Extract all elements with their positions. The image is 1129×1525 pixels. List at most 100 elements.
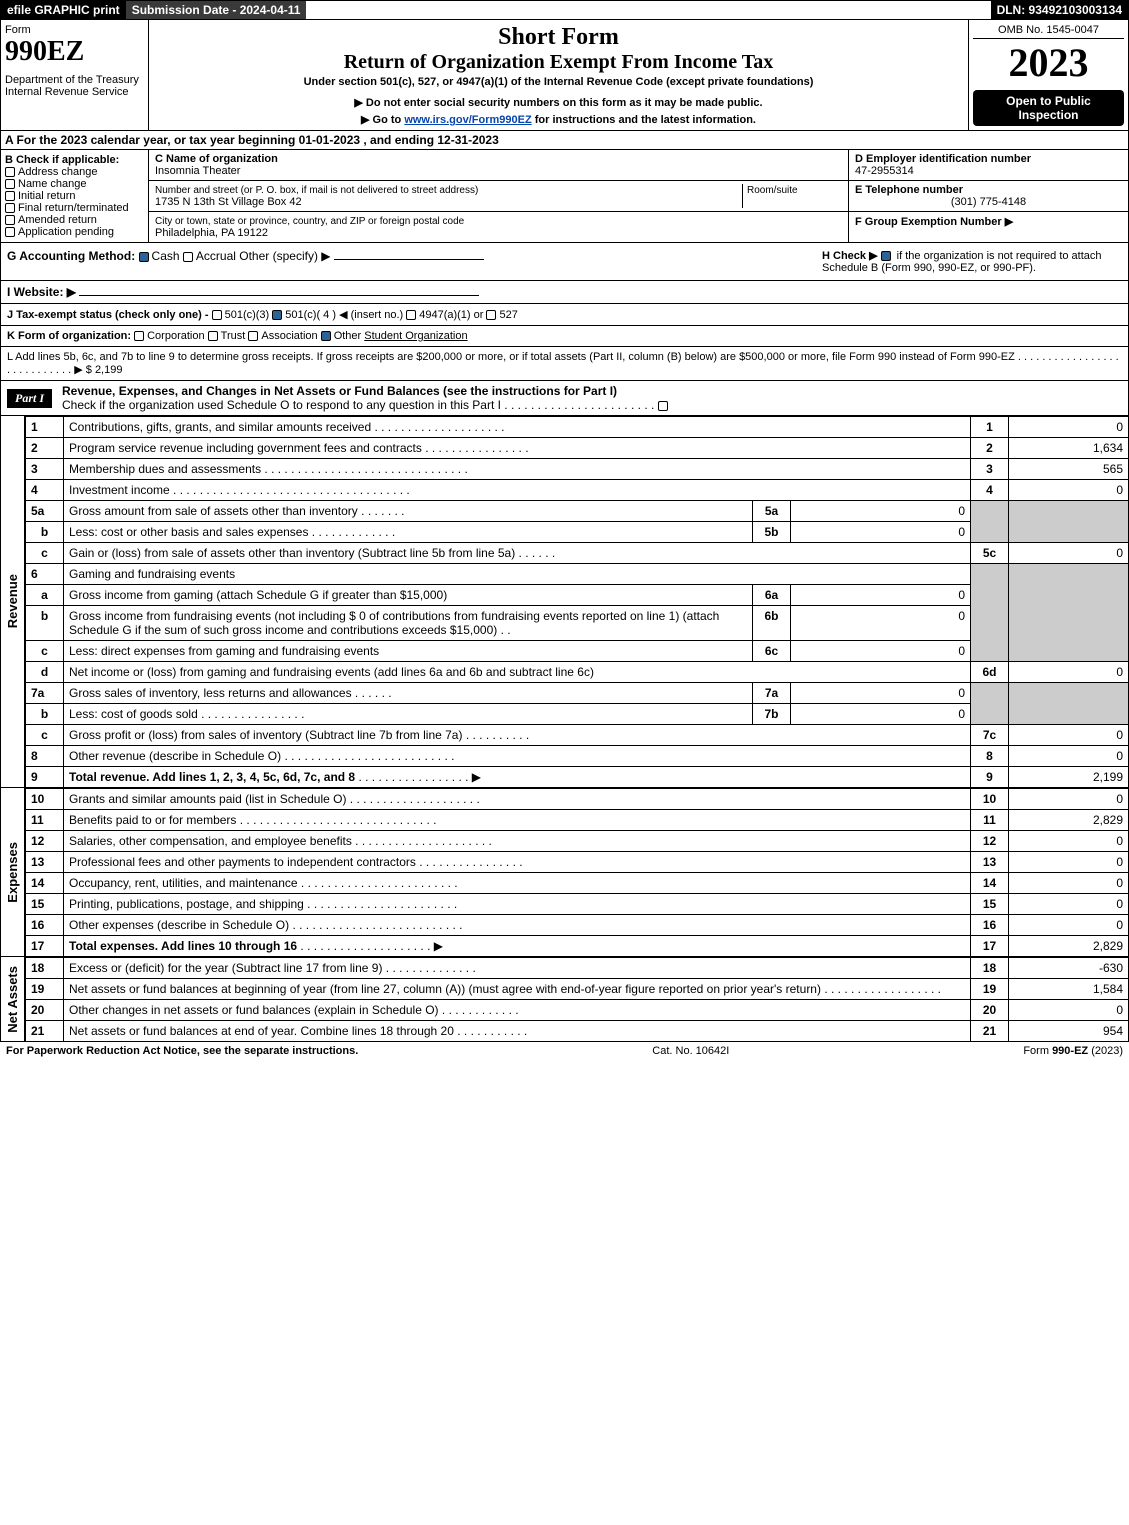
row-j: J Tax-exempt status (check only one) - 5…: [0, 304, 1129, 326]
footer-mid: Cat. No. 10642I: [358, 1045, 1023, 1057]
line-20-desc: Other changes in net assets or fund bala…: [69, 1003, 439, 1017]
revenue-table: 1Contributions, gifts, grants, and simil…: [25, 416, 1129, 788]
b-opt-5: Application pending: [18, 226, 114, 238]
f-label: F Group Exemption Number ▶: [855, 216, 1013, 228]
checkbox-schedule-o[interactable]: [658, 401, 668, 411]
line-13-val: 0: [1009, 852, 1129, 873]
section-b: B Check if applicable: Address change Na…: [1, 150, 149, 242]
checkbox-cash[interactable]: [139, 252, 149, 262]
g-cash: Cash: [152, 249, 180, 263]
k-val: Student Organization: [364, 330, 467, 342]
checkbox-assoc[interactable]: [248, 331, 258, 341]
checkbox-initial-return[interactable]: [5, 191, 15, 201]
row-l: L Add lines 5b, 6c, and 7b to line 9 to …: [0, 347, 1129, 381]
line-5a-val: 0: [791, 501, 971, 522]
org-name: Insomnia Theater: [155, 165, 240, 177]
l-text: L Add lines 5b, 6c, and 7b to line 9 to …: [7, 351, 1015, 363]
line-7a-desc: Gross sales of inventory, less returns a…: [69, 686, 352, 700]
checkbox-4947[interactable]: [406, 310, 416, 320]
checkbox-application-pending[interactable]: [5, 227, 15, 237]
row-gh: G Accounting Method: Cash Accrual Other …: [0, 243, 1129, 281]
efile-label[interactable]: efile GRAPHIC print: [1, 1, 126, 19]
checkbox-final-return[interactable]: [5, 203, 15, 213]
j-label: J Tax-exempt status (check only one) -: [7, 309, 209, 321]
revenue-label: Revenue: [3, 570, 22, 632]
row-i: I Website: ▶: [0, 281, 1129, 304]
checkbox-name-change[interactable]: [5, 179, 15, 189]
line-19-desc: Net assets or fund balances at beginning…: [69, 982, 821, 996]
line-5c-val: 0: [1009, 543, 1129, 564]
line-10-desc: Grants and similar amounts paid (list in…: [69, 792, 346, 806]
short-form-title: Short Form: [153, 24, 964, 51]
ein: 47-2955314: [855, 165, 914, 177]
checkbox-corp[interactable]: [134, 331, 144, 341]
part1-badge: Part I: [7, 389, 52, 408]
line-3-desc: Membership dues and assessments: [69, 462, 261, 476]
line-13-desc: Professional fees and other payments to …: [69, 855, 416, 869]
line-11-val: 2,829: [1009, 810, 1129, 831]
g-label: G Accounting Method:: [7, 249, 135, 263]
k-label: K Form of organization:: [7, 330, 131, 342]
netassets-table: 18Excess or (deficit) for the year (Subt…: [25, 957, 1129, 1042]
org-city: Philadelphia, PA 19122: [155, 227, 268, 239]
goto-link[interactable]: ▶ Go to www.irs.gov/Form990EZ for instru…: [153, 113, 964, 126]
line-4-val: 0: [1009, 480, 1129, 501]
checkbox-address-change[interactable]: [5, 167, 15, 177]
open-public-badge: Open to Public Inspection: [973, 90, 1124, 126]
b-title: B Check if applicable:: [5, 154, 119, 166]
i-label: I Website: ▶: [7, 285, 76, 299]
line-20-val: 0: [1009, 1000, 1129, 1021]
line-7b-val: 0: [791, 704, 971, 725]
checkbox-501c3[interactable]: [212, 310, 222, 320]
section-a: A For the 2023 calendar year, or tax yea…: [0, 131, 1129, 150]
line-9-desc: Total revenue. Add lines 1, 2, 3, 4, 5c,…: [69, 770, 355, 784]
line-6c-desc: Less: direct expenses from gaming and fu…: [69, 644, 379, 658]
line-6d-val: 0: [1009, 662, 1129, 683]
checkbox-trust[interactable]: [208, 331, 218, 341]
l-val: ▶ $ 2,199: [74, 364, 122, 376]
line-7c-val: 0: [1009, 725, 1129, 746]
line-14-desc: Occupancy, rent, utilities, and maintena…: [69, 876, 298, 890]
checkbox-amended-return[interactable]: [5, 215, 15, 225]
dept-label: Department of the Treasury: [5, 74, 144, 86]
line-5a-desc: Gross amount from sale of assets other t…: [69, 504, 358, 518]
d-label: D Employer identification number: [855, 153, 1031, 165]
line-6b-desc: Gross income from fundraising events (no…: [69, 609, 719, 637]
line-7a-val: 0: [791, 683, 971, 704]
line-6d-desc: Net income or (loss) from gaming and fun…: [69, 665, 594, 679]
line-15-desc: Printing, publications, postage, and shi…: [69, 897, 304, 911]
line-6-desc: Gaming and fundraising events: [69, 567, 235, 581]
line-7c-desc: Gross profit or (loss) from sales of inv…: [69, 728, 462, 742]
checkbox-h[interactable]: [881, 251, 891, 261]
checkbox-527[interactable]: [486, 310, 496, 320]
line-6b-val: 0: [791, 606, 971, 641]
dln: DLN: 93492103003134: [991, 1, 1128, 19]
room-label: Room/suite: [747, 185, 798, 196]
c-addr-label: Number and street (or P. O. box, if mail…: [155, 185, 478, 196]
b-opt-1: Name change: [18, 178, 87, 190]
calendar-year-text: A For the 2023 calendar year, or tax yea…: [5, 133, 499, 147]
omb-number: OMB No. 1545-0047: [973, 24, 1124, 39]
top-bar: efile GRAPHIC print Submission Date - 20…: [0, 0, 1129, 20]
telephone: (301) 775-4148: [855, 196, 1122, 208]
checkbox-other-org[interactable]: [321, 331, 331, 341]
line-5c-desc: Gain or (loss) from sale of assets other…: [69, 546, 515, 560]
line-7b-desc: Less: cost of goods sold: [69, 707, 198, 721]
line-12-desc: Salaries, other compensation, and employ…: [69, 834, 352, 848]
checkbox-501c[interactable]: [272, 310, 282, 320]
part1-heading: Revenue, Expenses, and Changes in Net As…: [62, 384, 617, 398]
b-opt-2: Initial return: [18, 190, 75, 202]
g-other: Other (specify) ▶: [239, 249, 330, 263]
line-10-val: 0: [1009, 789, 1129, 810]
checkbox-accrual[interactable]: [183, 252, 193, 262]
line-4-desc: Investment income: [69, 483, 170, 497]
footer-right: Form 990-EZ (2023): [1023, 1045, 1123, 1057]
c-city-label: City or town, state or province, country…: [155, 216, 464, 227]
header-center: Short Form Return of Organization Exempt…: [149, 20, 968, 130]
revenue-section: Revenue 1Contributions, gifts, grants, a…: [0, 416, 1129, 788]
line-19-val: 1,584: [1009, 979, 1129, 1000]
subtitle: Under section 501(c), 527, or 4947(a)(1)…: [153, 76, 964, 88]
org-address: 1735 N 13th St Village Box 42: [155, 196, 302, 208]
e-label: E Telephone number: [855, 184, 963, 196]
line-17-desc: Total expenses. Add lines 10 through 16: [69, 939, 297, 953]
